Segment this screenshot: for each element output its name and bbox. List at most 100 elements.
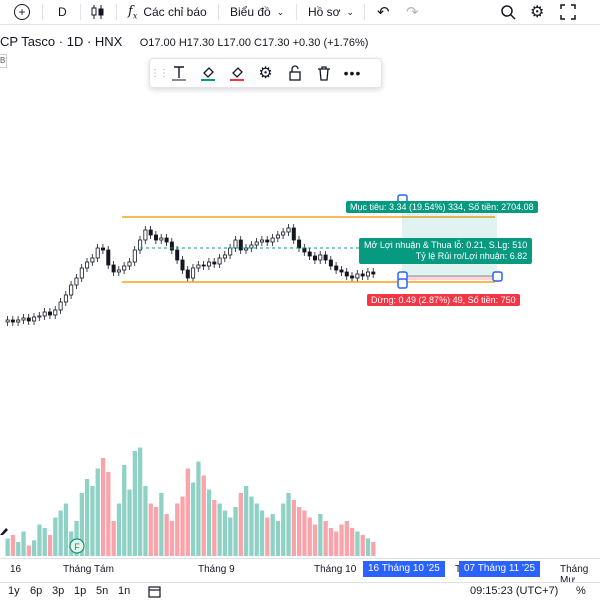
drag-handle-icon[interactable]: ⋮⋮: [150, 67, 169, 79]
candle-body: [16, 319, 21, 323]
candle-body: [132, 249, 137, 263]
candle-body: [153, 234, 158, 241]
lock-button[interactable]: [280, 59, 309, 87]
pnl-info-label[interactable]: Mở Lợi nhuận & Thua lỗ: 0.21, S.Lg: 510 …: [359, 238, 533, 264]
candle-body: [355, 273, 360, 279]
redo-button[interactable]: ↷: [406, 0, 419, 24]
candle-body: [238, 239, 243, 251]
price-chart[interactable]: F: [0, 90, 600, 558]
more-button[interactable]: •••: [338, 59, 367, 87]
dividend-marker[interactable]: [69, 538, 85, 554]
width-handle[interactable]: [492, 271, 503, 282]
volume-bar: [275, 521, 281, 556]
range-button-6p[interactable]: 6p: [30, 585, 43, 597]
candle-body: [37, 315, 42, 318]
settings-button[interactable]: ⚙: [251, 59, 280, 87]
chart-type-button[interactable]: [90, 0, 106, 24]
candle-body: [5, 319, 10, 323]
range-button-1p[interactable]: 1p: [74, 585, 87, 597]
toolbar-divider: [218, 4, 219, 20]
candle-body: [191, 267, 196, 279]
text-icon: [171, 66, 186, 81]
volume-bar: [238, 493, 243, 556]
time-axis-label: Tháng Mư: [560, 564, 589, 586]
volume-bar: [180, 496, 185, 556]
range-button-3p[interactable]: 3p: [52, 585, 65, 597]
volume-bar: [21, 531, 26, 556]
ratio-text: Tỷ lệ Rủi ro/Lợi nhuận: 6.82: [415, 251, 528, 261]
candle-body: [63, 294, 68, 303]
goto-date-button[interactable]: [148, 585, 161, 601]
volume-bar: [217, 503, 222, 556]
volume-bar: [281, 503, 286, 556]
volume-bar: [339, 524, 344, 556]
stop-color-button[interactable]: [222, 59, 251, 87]
stop-handle[interactable]: [397, 278, 408, 289]
profile-menu-button[interactable]: Hồ sơ ⌄: [308, 0, 354, 24]
range-button-1y[interactable]: 1y: [8, 585, 20, 597]
volume-bar: [127, 489, 132, 556]
chevron-down-icon: ⌄: [346, 6, 355, 17]
volume-bar: [116, 503, 122, 556]
chart-menu-button[interactable]: Biểu đồ ⌄: [230, 0, 284, 24]
time-axis[interactable]: 16 Tháng Tám Tháng 9 Tháng 10 16 Tháng 1…: [0, 558, 600, 586]
candle-body: [74, 277, 79, 286]
candles-icon: [91, 5, 104, 19]
range-button-5n[interactable]: 5n: [96, 585, 109, 597]
lock-open-icon: [288, 65, 301, 81]
indicators-button[interactable]: fx Các chỉ báo: [128, 0, 207, 24]
volume-bar: [244, 486, 249, 556]
candle-body: [32, 316, 37, 322]
target-label[interactable]: Mục tiêu: 3.34 (19.54%) 334, Số tiền: 27…: [346, 201, 538, 213]
settings-button[interactable]: ⚙: [530, 0, 544, 24]
delete-button[interactable]: [309, 59, 338, 87]
volume-bar: [365, 538, 371, 556]
pnl-text: Mở Lợi nhuận & Thua lỗ: 0.21, S.Lg: 510: [364, 240, 528, 250]
stop-zone[interactable]: [402, 276, 497, 280]
volume-bar: [323, 521, 328, 556]
candle-body: [275, 234, 280, 239]
fill-color-button[interactable]: [193, 59, 222, 87]
volume-bar: [371, 542, 376, 556]
percent-toggle[interactable]: %: [576, 585, 586, 597]
chevron-down-icon: ⌄: [276, 6, 285, 17]
candle-body: [26, 317, 31, 322]
candle-body: [48, 311, 53, 316]
candle-body: [339, 269, 344, 273]
plus-icon: +: [14, 4, 30, 20]
candle-body: [254, 241, 259, 246]
candle-body: [350, 275, 355, 279]
candle-body: [307, 251, 312, 257]
left-edge-tag[interactable]: B: [0, 54, 7, 68]
range-button-1n[interactable]: 1n: [118, 585, 131, 597]
stop-label[interactable]: Dừng: 0.49 (2.87%) 49, Số tiền: 750: [367, 294, 520, 306]
add-symbol-button[interactable]: +: [14, 0, 30, 24]
redo-icon: ↷: [406, 4, 419, 21]
volume-bar: [111, 521, 116, 556]
text-button[interactable]: [164, 59, 193, 87]
search-button[interactable]: [500, 0, 516, 24]
range-end-label[interactable]: 07 Tháng 11 '25: [459, 561, 541, 577]
candle-body: [360, 273, 365, 277]
candle-body: [53, 309, 58, 316]
clock-time[interactable]: 09:15:23 (UTC+7): [470, 585, 559, 597]
candle-body: [95, 247, 100, 259]
volume-bar: [196, 461, 201, 556]
candle-body: [291, 227, 296, 241]
range-start-label[interactable]: 16 Tháng 10 '25: [363, 561, 445, 577]
interval-button[interactable]: D: [58, 5, 67, 19]
paint-bucket-icon: [200, 67, 215, 81]
candle-body: [127, 261, 132, 267]
symbol-title[interactable]: CP Tasco · 1D · HNX: [0, 34, 123, 49]
volume-bar: [153, 507, 159, 556]
candle-body: [175, 249, 180, 261]
scroll-left-icon[interactable]: [0, 528, 8, 535]
ohlc-values: O17.00 H17.30 L17.00 C17.30 +0.30 (+1.76…: [139, 37, 369, 49]
candle-body: [222, 254, 227, 259]
candle-body: [138, 239, 143, 251]
volume-bar: [228, 517, 233, 556]
undo-button[interactable]: ↶: [377, 0, 390, 24]
fullscreen-icon: [560, 4, 576, 20]
fullscreen-button[interactable]: [560, 0, 576, 24]
candle-body: [270, 237, 275, 243]
